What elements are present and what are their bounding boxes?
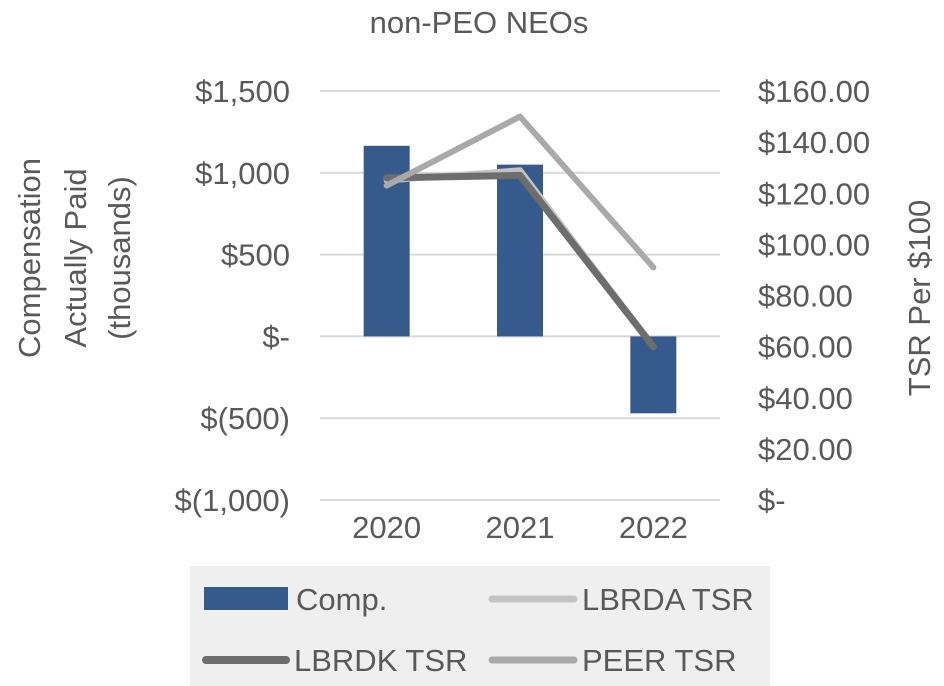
left-axis-title-line-3: (thousands) xyxy=(102,176,137,340)
legend-label-comp: Comp. xyxy=(296,582,387,617)
legend-background xyxy=(190,566,770,686)
left-tick-label-5: $(1,000) xyxy=(175,483,290,518)
left-tick-label-3: $- xyxy=(262,319,290,354)
line-lbrdk-tsr xyxy=(383,171,657,351)
left-axis-title-line-2: Actually Paid xyxy=(58,168,93,347)
right-tick-label-2: $120.00 xyxy=(758,176,870,211)
x-tick-label-2020: 2020 xyxy=(352,510,421,545)
chart-title: non-PEO NEOs xyxy=(370,5,589,40)
right-tick-label-1: $140.00 xyxy=(758,125,870,160)
right-tick-label-4: $80.00 xyxy=(758,279,853,314)
x-tick-label-2022: 2022 xyxy=(619,510,688,545)
right-tick-label-0: $160.00 xyxy=(758,74,870,109)
bar-series xyxy=(363,145,677,414)
right-tick-label-5: $60.00 xyxy=(758,330,853,365)
legend-swatch-comp xyxy=(204,587,288,610)
right-axis-ticks: $160.00 $140.00 $120.00 $100.00 $80.00 $60.00… xyxy=(758,74,870,518)
legend-label-lbrdk: LBRDK TSR xyxy=(294,643,467,678)
left-axis-ticks: $1,500 $1,000 $500 $- $(500) $(1,000) xyxy=(175,74,290,518)
line-series xyxy=(383,113,657,351)
left-tick-label-2: $500 xyxy=(221,238,290,273)
left-tick-label-0: $1,500 xyxy=(195,74,290,109)
legend-label-lbrda: LBRDA TSR xyxy=(582,582,754,617)
legend: Comp. LBRDA TSR LBRDK TSR PEER TSR xyxy=(190,566,770,686)
right-tick-label-3: $100.00 xyxy=(758,227,870,262)
legend-label-peer: PEER TSR xyxy=(582,643,736,678)
left-tick-label-1: $1,000 xyxy=(195,156,290,191)
left-axis-title-line-1: Compensation xyxy=(12,158,47,358)
right-tick-label-8: $- xyxy=(758,483,786,518)
x-tick-label-2021: 2021 xyxy=(486,510,555,545)
right-axis-title: TSR Per $100 xyxy=(902,200,937,396)
left-tick-label-4: $(500) xyxy=(200,401,290,436)
line-peer-tsr xyxy=(383,113,657,271)
right-tick-label-6: $40.00 xyxy=(758,381,853,416)
right-tick-label-7: $20.00 xyxy=(758,432,853,467)
x-axis-ticks: 2020 2021 2022 xyxy=(352,510,688,545)
